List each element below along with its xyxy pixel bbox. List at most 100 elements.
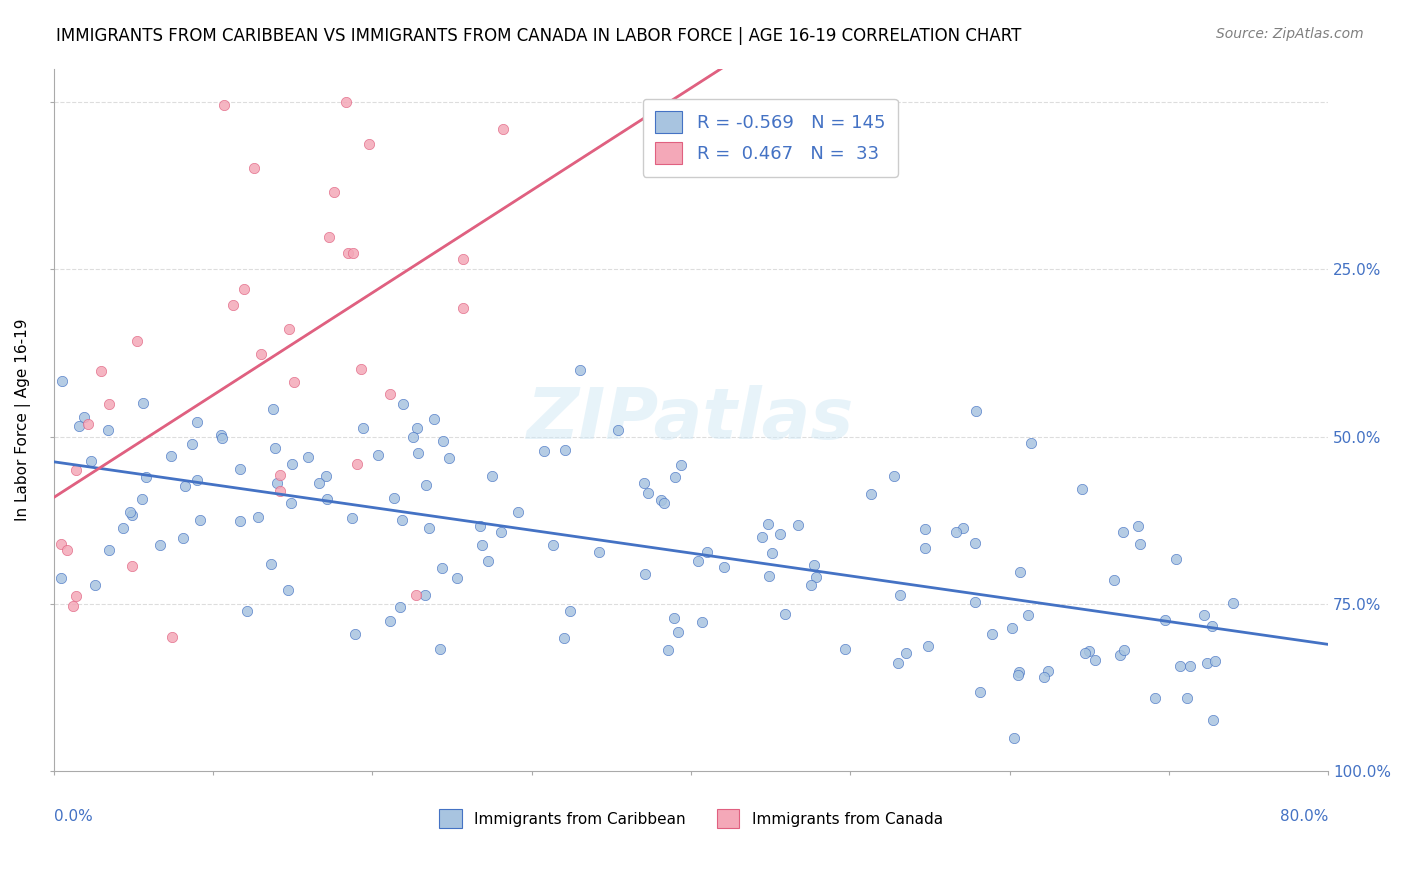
Point [664, 470, 686, 484]
Point [235, 603, 257, 617]
Point [269, 468, 291, 483]
Point [76, 417, 98, 431]
Point [803, 558, 825, 572]
Point [758, 569, 780, 583]
Point [318, 230, 340, 244]
Point [49, 537, 72, 551]
Point [382, 491, 405, 505]
Point [335, 95, 357, 109]
Point [65, 463, 87, 477]
Point [80, 453, 103, 467]
Point [969, 685, 991, 699]
Point [634, 567, 657, 582]
Point [97, 423, 120, 437]
Point [751, 531, 773, 545]
Point [917, 639, 939, 653]
Point [883, 469, 905, 483]
Point [55, 543, 77, 558]
Point [432, 560, 454, 574]
Point [73, 409, 96, 424]
Point [1129, 536, 1152, 550]
Point [98, 542, 121, 557]
Point [894, 646, 917, 660]
Point [391, 513, 413, 527]
Point [553, 632, 575, 646]
Point [965, 595, 987, 609]
Point [1032, 670, 1054, 684]
Point [162, 631, 184, 645]
Point [607, 423, 630, 437]
Point [1008, 565, 1031, 579]
Point [406, 421, 429, 435]
Point [90, 363, 112, 377]
Point [405, 589, 427, 603]
Point [229, 515, 252, 529]
Point [952, 521, 974, 535]
Point [468, 519, 491, 533]
Point [316, 491, 339, 506]
Point [315, 468, 337, 483]
Point [229, 462, 252, 476]
Point [186, 416, 208, 430]
Point [121, 559, 143, 574]
Point [477, 554, 499, 568]
Point [415, 478, 437, 492]
Point [263, 441, 285, 455]
Point [1153, 613, 1175, 627]
Point [266, 475, 288, 490]
Point [690, 615, 713, 630]
Point [277, 322, 299, 336]
Point [914, 541, 936, 555]
Point [233, 282, 256, 296]
Point [657, 642, 679, 657]
Text: IMMIGRANTS FROM CARIBBEAN VS IMMIGRANTS FROM CANADA IN LABOR FORCE | AGE 16-19 C: IMMIGRANTS FROM CARIBBEAN VS IMMIGRANTS … [56, 27, 1022, 45]
Point [243, 161, 266, 175]
Point [558, 605, 581, 619]
Point [125, 334, 148, 349]
Point [773, 607, 796, 621]
Point [1126, 519, 1149, 533]
Point [669, 458, 692, 473]
Point [172, 531, 194, 545]
Point [1192, 607, 1215, 622]
Point [492, 122, 515, 136]
Point [98, 397, 121, 411]
Point [1222, 596, 1244, 610]
Point [769, 527, 792, 541]
Point [159, 449, 181, 463]
Point [965, 404, 987, 418]
Point [297, 450, 319, 465]
Point [415, 588, 437, 602]
Point [800, 578, 823, 592]
Point [481, 468, 503, 483]
Point [389, 600, 412, 615]
Point [688, 554, 710, 568]
Point [756, 517, 779, 532]
Point [1144, 691, 1167, 706]
Point [392, 397, 415, 411]
Point [250, 346, 273, 360]
Point [1074, 646, 1097, 660]
Point [696, 545, 718, 559]
Point [222, 298, 245, 312]
Point [1201, 619, 1223, 633]
Text: Source: ZipAtlas.com: Source: ZipAtlas.com [1216, 27, 1364, 41]
Point [402, 430, 425, 444]
Point [262, 402, 284, 417]
Point [662, 611, 685, 625]
Point [1019, 436, 1042, 450]
Point [246, 509, 269, 524]
Point [209, 427, 232, 442]
Point [378, 387, 401, 401]
Point [174, 479, 197, 493]
Point [887, 656, 910, 670]
Point [352, 420, 374, 434]
Point [980, 626, 1002, 640]
Point [761, 546, 783, 560]
Point [260, 558, 283, 572]
Point [1017, 608, 1039, 623]
Point [406, 446, 429, 460]
Point [49, 571, 72, 585]
Point [1002, 731, 1025, 745]
Point [337, 245, 360, 260]
